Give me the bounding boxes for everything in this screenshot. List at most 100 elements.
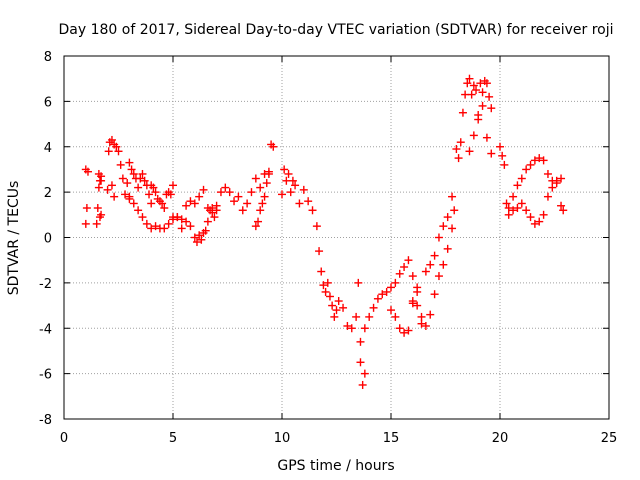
data-point [149,183,158,192]
data-point [443,244,452,253]
y-tick-label: 6 [44,95,52,110]
data-point [478,101,487,110]
data-point [123,179,132,188]
data-point [304,197,313,206]
x-tick-label: 15 [383,431,400,446]
x-tick-label: 5 [169,431,177,446]
data-point [308,206,317,215]
data-point [210,213,219,222]
data-point [147,199,156,208]
data-point [264,169,273,178]
data-point [395,269,404,278]
data-point [543,169,552,178]
data-point [452,145,461,154]
y-tick-label: -8 [39,413,52,428]
data-point [485,92,494,101]
x-tick-label: 10 [274,431,291,446]
data-point [103,185,112,194]
data-point [151,222,160,231]
data-point [513,204,522,213]
data-point [92,219,101,228]
y-axis-label: SDTVAR / TECUs [6,181,22,296]
data-point [160,204,169,213]
data-point [535,217,544,226]
data-point [543,192,552,201]
data-point [234,192,243,201]
data-point [147,224,156,233]
data-point [262,179,271,188]
data-point [539,210,548,219]
data-point [197,235,206,244]
data-point [190,233,199,242]
data-point [121,190,130,199]
data-point [212,201,221,210]
data-point [319,281,328,290]
data-point [221,183,230,192]
data-point [408,297,417,306]
data-point [360,324,369,333]
data-point [504,210,513,219]
y-tick-label: 8 [44,50,52,65]
data-point [456,138,465,147]
data-point [284,169,293,178]
data-point [125,192,134,201]
data-point [404,326,413,335]
data-point [522,206,531,215]
data-point [426,260,435,269]
data-point [280,165,289,174]
data-point [369,303,378,312]
data-point [288,176,297,185]
data-point [138,169,147,178]
x-axis-label: GPS time / hours [277,458,394,474]
data-point [203,217,212,226]
data-point [387,283,395,292]
data-point [247,188,256,197]
data-point [325,292,334,301]
data-point [356,337,365,346]
data-point [140,176,149,185]
data-point [472,86,481,95]
x-tick-label: 0 [60,431,68,446]
data-markers [81,74,568,389]
data-point [254,217,263,226]
data-point [110,192,119,201]
data-point [400,328,409,337]
data-point [530,156,539,165]
data-point [487,104,496,113]
data-point [417,319,426,328]
data-point [164,219,173,228]
data-point [177,224,186,233]
data-point [129,169,138,178]
data-point [382,287,391,296]
data-point [356,358,365,367]
data-point [548,183,557,192]
y-tick-label: -6 [39,368,52,383]
data-point [321,287,330,296]
data-point [114,147,123,156]
data-point [151,188,160,197]
data-point [465,74,474,83]
data-point [201,226,210,235]
data-point [225,188,234,197]
data-point [482,79,491,88]
data-point [526,160,535,169]
data-point [391,278,400,287]
data-point [177,215,186,224]
data-point [448,192,457,201]
data-point [312,222,321,231]
data-point [517,199,526,208]
data-point [334,297,343,306]
data-point [104,147,113,156]
data-point [251,174,260,183]
data-point [352,312,361,321]
data-point [482,133,491,142]
data-point [426,310,435,319]
data-point [127,165,136,174]
data-point [81,219,90,228]
data-point [186,197,195,206]
data-point [107,181,116,190]
data-point [269,142,278,151]
data-point [97,210,106,219]
data-point [498,151,507,160]
data-point [478,88,487,97]
